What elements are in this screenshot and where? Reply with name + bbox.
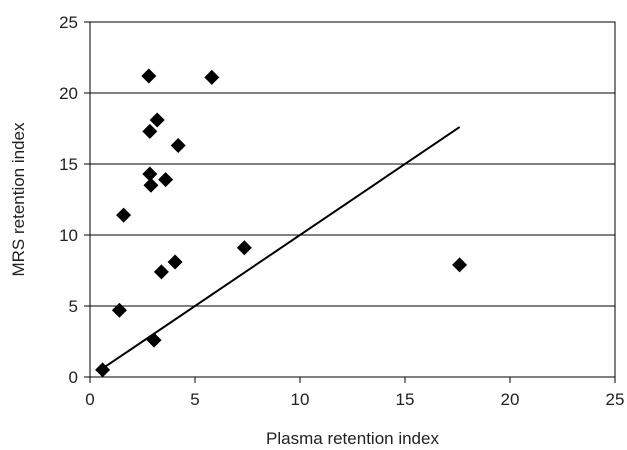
data-point-9 <box>149 112 165 128</box>
y-axis-title: MRS retention index <box>9 122 28 277</box>
x-tick-label: 20 <box>501 390 520 409</box>
x-tick-label: 5 <box>190 390 199 409</box>
trendline <box>102 126 461 370</box>
x-axis: 0 5 10 15 20 25 <box>85 377 624 409</box>
y-tick-label: 10 <box>59 226 78 245</box>
x-tick-label: 10 <box>291 390 310 409</box>
data-point-11 <box>158 172 174 188</box>
data-point-14 <box>204 69 220 85</box>
y-tick-label: 5 <box>69 297 78 316</box>
y-tick-label: 25 <box>59 13 78 32</box>
y-tick-label: 20 <box>59 84 78 103</box>
y-tick-label: 15 <box>59 155 78 174</box>
x-tick-label: 0 <box>85 390 94 409</box>
data-point-1 <box>95 362 111 378</box>
trendline-group <box>102 126 461 370</box>
data-point-3 <box>116 207 132 223</box>
data-point-6 <box>142 166 158 182</box>
data-point-2 <box>111 302 127 318</box>
x-axis-title: Plasma retention index <box>266 429 439 448</box>
data-point-16 <box>452 257 468 273</box>
plot-area <box>89 21 616 378</box>
data-point-8 <box>146 332 162 348</box>
x-tick-label: 15 <box>396 390 415 409</box>
data-point-7 <box>143 177 159 193</box>
data-point-4 <box>141 68 157 84</box>
data-point-10 <box>153 264 169 280</box>
y-tick-label: 0 <box>69 368 78 387</box>
data-point-12 <box>167 254 183 270</box>
data-point-15 <box>236 240 252 256</box>
data-point-13 <box>170 138 186 154</box>
data-point-5 <box>142 123 158 139</box>
data-points <box>95 68 468 378</box>
y-axis: 0 5 10 15 20 25 <box>59 13 90 387</box>
gridlines <box>90 21 615 307</box>
x-tick-label: 25 <box>606 390 625 409</box>
plot-border <box>89 21 616 378</box>
